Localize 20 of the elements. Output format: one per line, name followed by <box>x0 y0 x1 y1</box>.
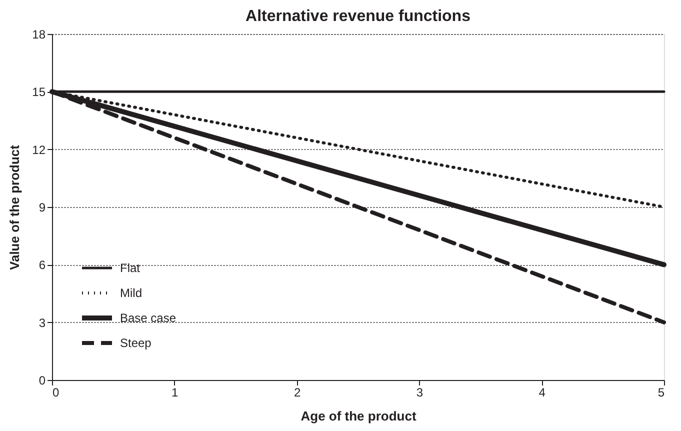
x-axis-title: Age of the product <box>300 408 417 424</box>
chart-title: Alternative revenue functions <box>246 8 471 25</box>
x-tick-label: 0 <box>52 386 60 400</box>
x-tick-label: 4 <box>538 386 546 400</box>
legend-label: Mild <box>120 286 142 300</box>
legend-label: Base case <box>120 311 176 325</box>
y-axis-title: Value of the product <box>7 144 22 270</box>
y-tick-label: 9 <box>38 200 46 214</box>
y-tick-label: 15 <box>32 85 46 100</box>
y-tick-label: 3 <box>38 316 46 330</box>
legend-label: Flat <box>120 261 141 275</box>
y-tick-label: 0 <box>38 374 46 388</box>
y-tick-label: 12 <box>32 142 46 157</box>
x-tick-label: 3 <box>416 386 424 400</box>
y-tick-label: 6 <box>38 258 46 272</box>
x-tick-label: 1 <box>172 386 179 400</box>
y-tick-label: 18 <box>32 28 46 42</box>
x-tick-label: 5 <box>658 386 665 400</box>
x-tick-label: 2 <box>294 386 301 400</box>
legend-label: Steep <box>120 336 152 350</box>
